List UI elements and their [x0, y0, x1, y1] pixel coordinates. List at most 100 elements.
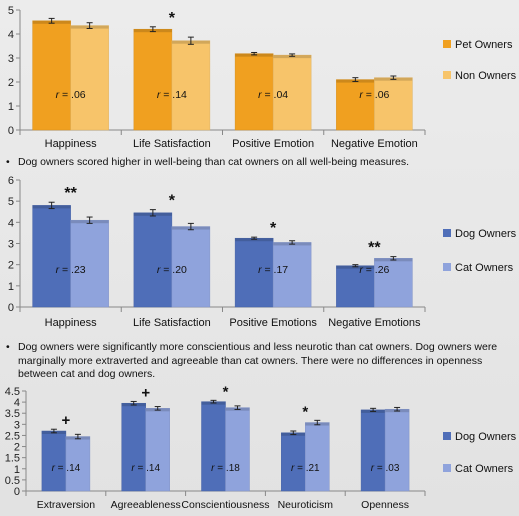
bar-series-1 [360, 409, 386, 492]
correlation-label: r = .21 [291, 463, 320, 474]
bar-series-1 [32, 205, 71, 308]
y-tick-label: 1 [8, 281, 14, 293]
y-tick-label: 2 [8, 260, 14, 272]
significance-marker: * [302, 403, 308, 420]
bar-series-1 [121, 402, 146, 492]
category-label: Negative Emotions [328, 317, 421, 329]
y-tick-label: 3 [14, 419, 20, 431]
y-tick-label: 2 [14, 442, 20, 454]
y-tick-label: 5 [8, 5, 14, 17]
y-tick-label: 4 [14, 397, 20, 409]
category-label: Negative Emotion [331, 138, 418, 150]
legend-label: Pet Owners [455, 39, 513, 51]
legend-swatch [443, 464, 451, 472]
bar-series-2 [171, 226, 211, 308]
bar-series-1 [281, 432, 306, 492]
y-tick-label: 2 [8, 77, 14, 89]
bar-series-1 [41, 430, 67, 492]
significance-marker: + [141, 384, 150, 401]
bar-series-2 [171, 40, 211, 131]
bar-series-1 [201, 401, 226, 492]
category-label: Openness [361, 499, 409, 511]
category-label: Neuroticism [278, 499, 334, 511]
significance-marker: * [169, 10, 176, 27]
category-label: Life Satisfaction [133, 317, 211, 329]
significance-marker: * [223, 383, 229, 400]
legend-swatch [443, 229, 451, 237]
legend-label: Dog Owners [455, 228, 517, 240]
legend-swatch [443, 263, 451, 271]
bar-series-1 [234, 53, 274, 131]
y-tick-label: 5 [8, 196, 14, 208]
legend-label: Non Owners [455, 70, 517, 82]
y-tick-label: 3 [8, 53, 14, 65]
bar-series-2 [70, 25, 109, 131]
bar-series-1 [234, 237, 274, 308]
note-1-text: Dog owners scored higher in well-being t… [18, 156, 410, 168]
legend-label: Dog Owners [455, 431, 517, 443]
y-tick-label: 2.5 [5, 430, 20, 442]
legend-label: Cat Owners [455, 262, 514, 274]
correlation-label: r = .20 [157, 264, 187, 276]
significance-marker: * [270, 220, 277, 237]
y-tick-label: 4 [8, 29, 14, 41]
note-2-text: Dog owners were significantly more consc… [18, 341, 498, 380]
significance-marker: * [169, 193, 176, 210]
category-label: Positive Emotions [229, 317, 317, 329]
y-tick-label: 4.5 [5, 386, 20, 398]
bullet-marker: • [6, 156, 10, 168]
legend-swatch [443, 71, 451, 79]
legend-label: Cat Owners [455, 463, 514, 475]
bar-series-1 [336, 265, 375, 308]
category-label: Happiness [45, 138, 97, 150]
correlation-label: r = .14 [157, 89, 187, 101]
category-label: Conscientiousness [181, 499, 269, 511]
significance-marker: ** [64, 185, 77, 202]
correlation-label: r = .23 [56, 264, 86, 276]
correlation-label: r = .14 [52, 463, 81, 474]
bar-series-2 [374, 77, 413, 131]
correlation-label: r = .17 [258, 264, 288, 276]
y-tick-label: 4 [8, 217, 14, 229]
bar-series-2 [305, 422, 330, 492]
y-tick-label: 0 [8, 125, 14, 137]
y-tick-label: 0.5 [5, 475, 20, 487]
significance-marker: ** [368, 240, 381, 257]
bar-series-2 [225, 407, 250, 492]
significance-marker: + [62, 412, 71, 429]
bar-series-2 [65, 436, 91, 492]
y-tick-label: 1 [8, 101, 14, 113]
category-label: Positive Emotion [232, 138, 314, 150]
bar-series-1 [133, 212, 173, 308]
y-tick-label: 3.5 [5, 408, 20, 420]
correlation-label: r = .03 [371, 463, 400, 474]
category-label: Life Satisfaction [133, 138, 211, 150]
correlation-label: r = .14 [131, 463, 160, 474]
y-tick-label: 0 [8, 302, 14, 314]
y-tick-label: 3 [8, 239, 14, 251]
correlation-label: r = .04 [258, 89, 288, 101]
bar-series-2 [145, 408, 170, 492]
bar-series-1 [32, 20, 71, 131]
correlation-label: r = .26 [359, 264, 389, 276]
category-label: Happiness [45, 317, 97, 329]
correlation-label: r = .06 [359, 89, 389, 101]
category-label: Agreeableness [111, 499, 181, 511]
category-label: Extraversion [37, 499, 96, 511]
bar-series-2 [384, 408, 410, 492]
note-2: • Dog owners were significantly more con… [6, 341, 511, 382]
bar-series-2 [272, 54, 312, 131]
bar-series-1 [336, 79, 375, 131]
correlation-label: r = .18 [211, 463, 240, 474]
legend-swatch [443, 432, 451, 440]
bar-series-2 [374, 258, 413, 308]
y-tick-label: 1.5 [5, 453, 20, 465]
y-tick-label: 1 [14, 464, 20, 476]
note-1: • Dog owners scored higher in well-being… [6, 156, 511, 170]
y-tick-label: 6 [8, 175, 14, 187]
y-tick-label: 0 [14, 486, 20, 498]
